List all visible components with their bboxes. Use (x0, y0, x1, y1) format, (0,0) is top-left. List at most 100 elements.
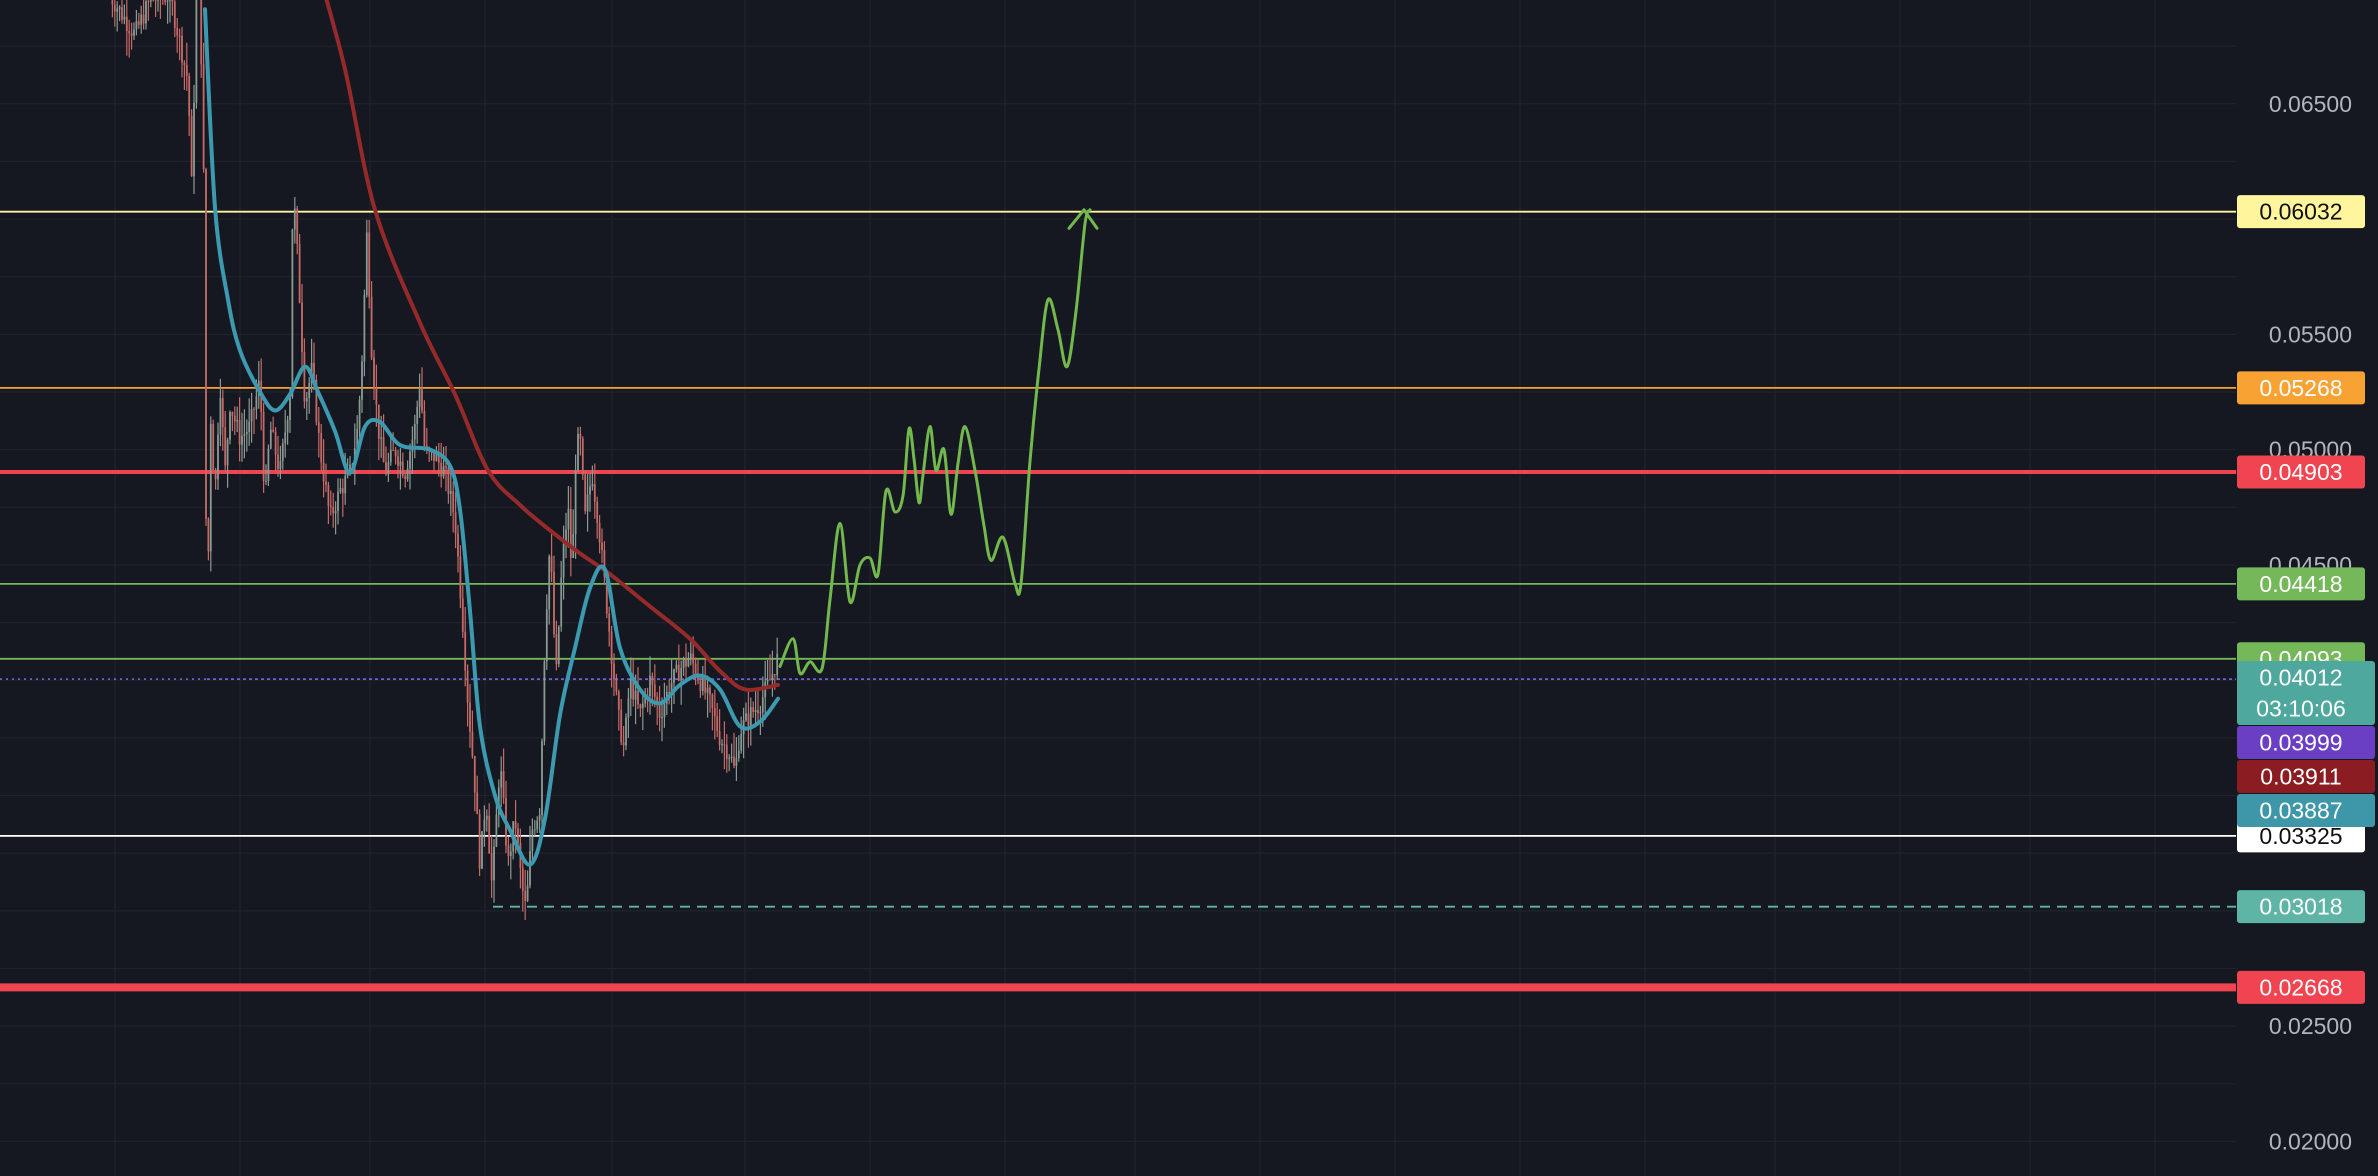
candle-body (524, 891, 527, 902)
candle-body (620, 709, 623, 743)
level-badge-0.04903-bg (2237, 455, 2365, 489)
candle-body (692, 653, 695, 664)
candle-body (641, 703, 644, 709)
candle-body (253, 409, 255, 411)
candle-body (725, 744, 728, 760)
candle-body (113, 4, 116, 12)
candle-body (334, 511, 337, 514)
candle-body (634, 690, 637, 700)
candle-body (517, 828, 519, 843)
candle-body (704, 677, 707, 693)
candle-body (368, 232, 371, 297)
candle-body (394, 450, 397, 457)
candle-body (442, 466, 445, 477)
candle-body (370, 296, 373, 358)
candle-body (701, 677, 704, 691)
candle-body (176, 28, 179, 36)
candle-body (205, 169, 207, 519)
candle-body (677, 664, 680, 681)
candle-body (639, 704, 642, 709)
candle-body (413, 423, 416, 440)
candle-body (365, 232, 368, 296)
candle-body (284, 432, 287, 444)
candle-body (145, 1, 147, 24)
candle-body (358, 399, 361, 429)
candle-body (709, 687, 711, 695)
candle-body (423, 410, 426, 446)
candle-body (733, 756, 735, 766)
candle-body (627, 698, 630, 718)
price-badge-0.04012-bg (2237, 660, 2375, 725)
candle-body (389, 450, 392, 463)
candle-body (315, 379, 318, 422)
candle-body (337, 491, 339, 512)
candle-body (589, 486, 591, 495)
candle-body (651, 675, 654, 685)
candle-body (488, 815, 491, 854)
level-badge-0.05268-bg (2237, 371, 2365, 405)
level-badge-0.03325-bg (2237, 819, 2365, 853)
candle-body (548, 556, 551, 610)
candle-body (579, 433, 582, 439)
candle-body (649, 675, 651, 697)
candle-body (577, 433, 579, 471)
candle-body (754, 709, 757, 712)
candle-body (706, 687, 709, 693)
candle-body (188, 75, 191, 116)
candle-body (238, 420, 241, 445)
candle-body (773, 674, 776, 676)
candle-body (658, 703, 661, 718)
candle-body (637, 690, 639, 705)
candle-body (317, 421, 320, 433)
candle-body (291, 229, 294, 398)
candle-body (471, 731, 474, 757)
candle-body (229, 412, 231, 440)
candle-body (459, 556, 462, 599)
candle-body (214, 470, 217, 480)
candle-body (495, 814, 498, 847)
candle-body (481, 831, 483, 869)
candle-body (771, 674, 774, 681)
candle-body (231, 412, 234, 416)
candle-body (123, 16, 126, 20)
level-badge-0.04418-bg (2237, 567, 2365, 601)
candle-body (757, 709, 759, 714)
candle-body (255, 395, 258, 410)
candle-body (262, 412, 265, 482)
candle-body (687, 659, 690, 667)
candle-body (243, 433, 246, 436)
candle-body (313, 362, 315, 380)
candle-body (111, 0, 114, 5)
candle-body (411, 439, 414, 452)
candle-body (644, 695, 647, 704)
candle-body (574, 470, 577, 535)
candle-body (553, 571, 555, 635)
candle-body (401, 461, 404, 477)
candle-body (728, 757, 731, 760)
candle-body (147, 1, 150, 3)
candle-body (608, 613, 611, 632)
candle-body (514, 821, 517, 829)
candle-body (140, 14, 143, 25)
candle-body (562, 543, 565, 578)
candle-body (185, 64, 188, 76)
candle-body (193, 102, 195, 177)
moving-average-1 (203, 7, 780, 867)
candle-body (349, 464, 351, 470)
candle-body (341, 488, 344, 494)
candle-body (133, 29, 135, 36)
candle-body (445, 466, 447, 468)
price-badge-0.04012-countdown: 03:10:06 (2256, 695, 2346, 721)
candle-body (137, 21, 140, 25)
candle-body (740, 734, 743, 751)
candle-body (610, 631, 613, 664)
price-badge-0.03999-text: 0.03999 (2259, 729, 2342, 755)
candle-body (536, 820, 539, 830)
candle-body (308, 382, 311, 398)
candle-body (461, 598, 464, 632)
candle-body (130, 33, 133, 36)
candle-body (749, 707, 752, 726)
candle-body (416, 407, 419, 424)
candle-body (560, 577, 563, 627)
